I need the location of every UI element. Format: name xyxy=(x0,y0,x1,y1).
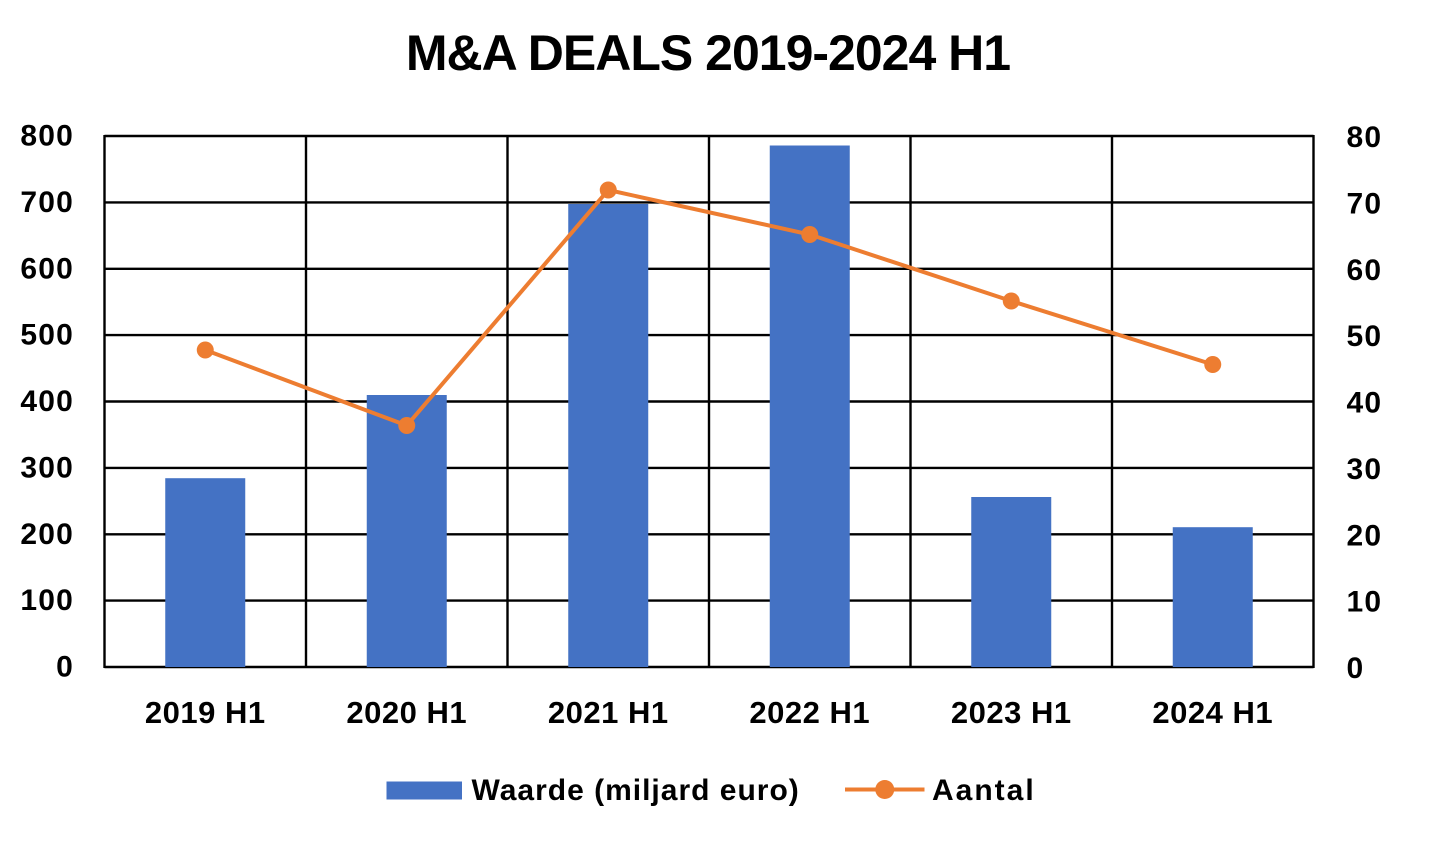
svg-text:2020 H1: 2020 H1 xyxy=(346,695,467,730)
svg-text:20: 20 xyxy=(1347,519,1383,552)
svg-text:M&A DEALS 2019-2024 H1: M&A DEALS 2019-2024 H1 xyxy=(406,25,1010,81)
svg-text:2023 H1: 2023 H1 xyxy=(951,695,1072,730)
svg-text:500: 500 xyxy=(20,319,74,352)
svg-text:200: 200 xyxy=(20,518,74,551)
svg-text:100: 100 xyxy=(20,584,74,617)
svg-text:30: 30 xyxy=(1347,453,1383,486)
svg-text:2021 H1: 2021 H1 xyxy=(548,695,669,730)
svg-text:700: 700 xyxy=(20,186,74,219)
svg-text:2022 H1: 2022 H1 xyxy=(749,695,870,730)
svg-text:80: 80 xyxy=(1347,121,1383,154)
svg-text:800: 800 xyxy=(20,120,74,153)
svg-text:0: 0 xyxy=(56,651,74,684)
svg-text:50: 50 xyxy=(1347,320,1383,353)
svg-text:70: 70 xyxy=(1347,187,1383,220)
svg-text:300: 300 xyxy=(20,451,74,484)
svg-text:600: 600 xyxy=(20,252,74,285)
svg-text:40: 40 xyxy=(1347,387,1383,420)
svg-text:0: 0 xyxy=(1347,652,1365,685)
svg-text:2024 H1: 2024 H1 xyxy=(1152,695,1273,730)
svg-text:2019 H1: 2019 H1 xyxy=(145,695,266,730)
svg-text:10: 10 xyxy=(1347,586,1383,619)
svg-text:Aantal: Aantal xyxy=(932,774,1036,807)
svg-text:Waarde (miljard euro): Waarde (miljard euro) xyxy=(472,774,800,807)
svg-text:60: 60 xyxy=(1347,254,1383,287)
svg-text:400: 400 xyxy=(20,385,74,418)
